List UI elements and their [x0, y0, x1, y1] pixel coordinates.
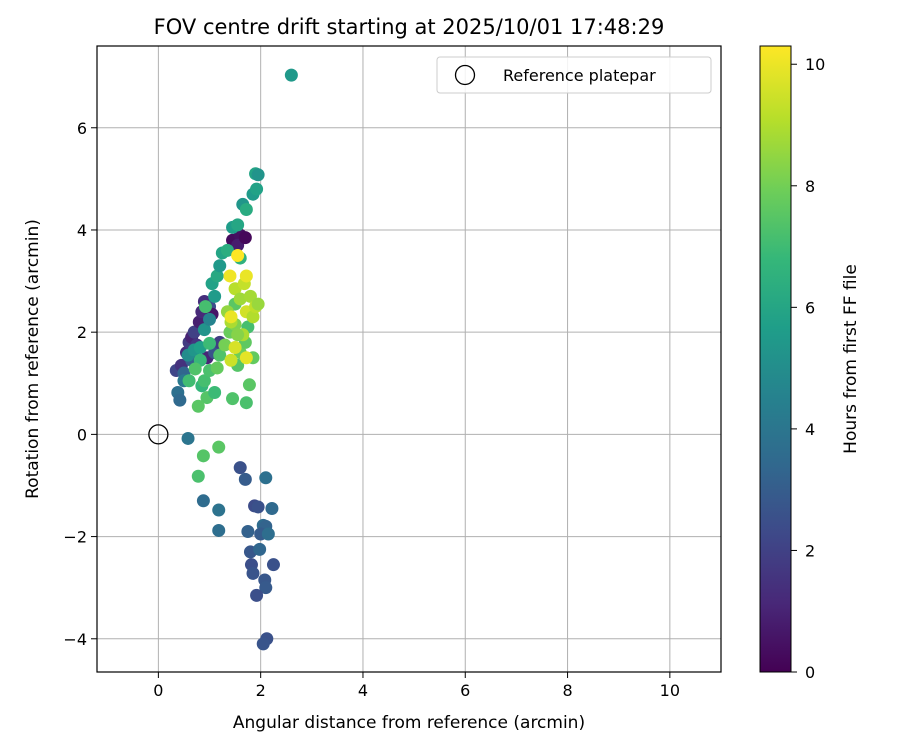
y-tick-label: 2 — [77, 323, 87, 342]
data-point — [238, 231, 252, 245]
data-point — [239, 396, 253, 410]
data-point — [233, 461, 247, 475]
data-point — [239, 269, 253, 283]
colorbar-tick-label: 10 — [805, 55, 825, 74]
data-point — [224, 310, 238, 324]
data-points — [169, 68, 298, 651]
data-point — [213, 259, 227, 273]
data-point — [173, 393, 187, 407]
data-point — [220, 243, 234, 257]
data-point — [233, 292, 247, 306]
data-point — [226, 392, 240, 406]
reference-marker-layer — [148, 424, 169, 445]
data-point — [251, 500, 265, 514]
colorbar-tick-label: 8 — [805, 177, 815, 196]
colorbar-label: Hours from first FF file — [841, 264, 861, 454]
data-point — [259, 471, 273, 485]
legend-reference-marker — [454, 64, 476, 86]
data-point — [231, 218, 245, 232]
x-tick-label: 10 — [660, 681, 680, 700]
y-tick-label: 0 — [77, 425, 87, 444]
data-point — [181, 431, 195, 445]
data-point — [261, 527, 275, 541]
data-point — [284, 68, 298, 82]
data-point — [250, 588, 264, 602]
data-point — [251, 168, 265, 182]
data-point — [208, 385, 222, 399]
data-point — [197, 323, 211, 337]
data-point — [191, 469, 205, 483]
data-point — [250, 182, 264, 196]
legend-entry-reference: Reference platepar — [503, 66, 656, 85]
colorbar-tick-label: 4 — [805, 420, 815, 439]
y-tick-label: 6 — [77, 119, 87, 138]
data-point — [208, 289, 222, 303]
x-tick-label: 8 — [562, 681, 572, 700]
x-axis-ticks: 0 2 4 6 8 10 — [153, 672, 680, 700]
reference-platepar-marker — [148, 424, 169, 445]
colorbar-ticks: 0 2 4 6 8 10 — [791, 55, 825, 682]
data-point — [212, 440, 226, 454]
data-point — [210, 269, 224, 283]
data-point — [203, 336, 217, 350]
data-point — [246, 566, 260, 580]
data-point — [231, 328, 245, 342]
data-point — [251, 297, 265, 311]
plot-frame — [96, 45, 722, 673]
data-point — [212, 503, 226, 517]
x-tick-label: 2 — [256, 681, 266, 700]
legend-box — [436, 56, 712, 94]
colorbar-tick-label: 6 — [805, 298, 815, 317]
chart-title: FOV centre drift starting at 2025/10/01 … — [154, 15, 665, 39]
grid — [97, 46, 721, 672]
data-point — [253, 542, 267, 556]
data-point — [182, 374, 196, 388]
data-point — [256, 637, 270, 651]
colorbar: 0 2 4 6 8 10 Hours from first FF file — [759, 45, 861, 682]
data-point — [266, 558, 280, 572]
data-point — [239, 203, 253, 217]
data-point — [239, 351, 253, 365]
data-point — [212, 523, 226, 537]
colorbar-tick-label: 0 — [805, 663, 815, 682]
data-point — [224, 353, 238, 367]
data-point — [187, 325, 201, 339]
data-point — [196, 494, 210, 508]
data-point — [196, 449, 210, 463]
y-axis-ticks: −4 −2 0 2 4 6 — [63, 119, 97, 649]
data-point — [242, 378, 256, 392]
data-point — [203, 312, 217, 326]
x-tick-label: 4 — [358, 681, 368, 700]
data-point — [198, 300, 212, 314]
x-axis-label: Angular distance from reference (arcmin) — [233, 713, 585, 733]
legend: Reference platepar — [436, 56, 712, 94]
data-point — [231, 249, 245, 263]
data-point — [265, 501, 279, 515]
x-tick-label: 6 — [460, 681, 470, 700]
colorbar-gradient — [759, 45, 792, 673]
data-point — [213, 348, 227, 362]
data-point — [210, 361, 224, 375]
y-tick-label: −2 — [63, 528, 87, 547]
colorbar-tick-label: 2 — [805, 541, 815, 560]
data-point — [191, 399, 205, 413]
data-point — [218, 338, 232, 352]
data-point — [228, 341, 242, 355]
y-tick-label: 4 — [77, 221, 87, 240]
data-point — [259, 581, 273, 595]
x-tick-label: 0 — [153, 681, 163, 700]
data-point — [197, 374, 211, 388]
data-point — [238, 472, 252, 486]
data-point — [188, 362, 202, 376]
data-point — [223, 269, 237, 283]
y-axis-label: Rotation from reference (arcmin) — [23, 219, 43, 499]
data-point — [241, 524, 255, 538]
data-point — [246, 310, 260, 324]
y-tick-label: −4 — [63, 630, 87, 649]
